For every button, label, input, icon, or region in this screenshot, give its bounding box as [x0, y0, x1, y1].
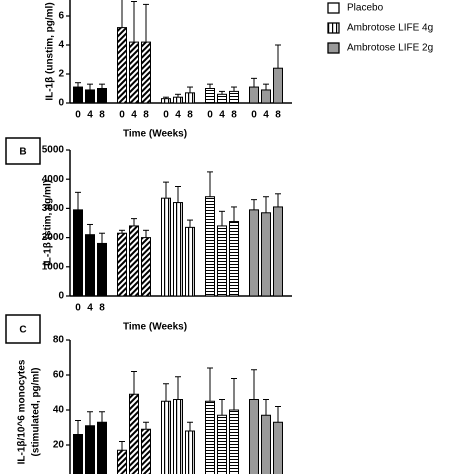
panel-label: C: [19, 325, 26, 336]
bar: [229, 221, 239, 297]
y-tick-label: 0: [58, 291, 64, 302]
bar: [161, 98, 171, 104]
bar: [249, 399, 259, 474]
bar: [185, 226, 195, 297]
y-tick-label: 80: [53, 335, 65, 346]
bar: [85, 234, 95, 297]
x-tick-label: 4: [263, 110, 269, 121]
x-axis-title: Time (Weeks): [123, 129, 187, 140]
bar: [161, 400, 171, 474]
legend-label: Placebo: [347, 3, 384, 14]
panel-label: B: [19, 147, 26, 158]
bar: [129, 41, 139, 104]
legend-swatch: [327, 42, 340, 54]
y-tick-label: 20: [53, 440, 65, 451]
bar: [185, 430, 195, 474]
y-axis-title: (stimulated, pg/ml): [31, 368, 42, 457]
x-tick-label: 0: [119, 110, 125, 121]
x-axis-title: Time (Weeks): [123, 322, 187, 333]
x-tick-label: 4: [87, 110, 93, 121]
y-tick-label: 6: [58, 11, 64, 22]
bar: [217, 225, 227, 297]
bar: [261, 89, 271, 104]
y-tick-label: 2000: [42, 232, 65, 243]
bar: [217, 414, 227, 474]
bar: [73, 434, 83, 474]
y-axis-title: IL-1β (stim, pg/ml): [43, 180, 54, 266]
x-tick-label: 8: [99, 303, 105, 314]
bar: [173, 202, 183, 297]
bar: [141, 237, 151, 297]
bar: [185, 92, 195, 104]
bar: [85, 425, 95, 474]
bar: [97, 242, 107, 297]
y-axis-title: IL-1β/10^6 monocytes: [17, 359, 28, 464]
x-tick-label: 4: [87, 303, 93, 314]
x-tick-label: 0: [251, 110, 257, 121]
x-tick-label: 8: [275, 110, 281, 121]
x-tick-label: 0: [207, 110, 213, 121]
bar: [173, 399, 183, 474]
x-tick-label: 4: [175, 110, 181, 121]
bar: [249, 86, 259, 104]
panel-label-box: [5, 314, 41, 344]
bar: [229, 90, 239, 104]
bar: [117, 232, 127, 297]
x-tick-label: 8: [143, 110, 149, 121]
x-tick-label: 0: [75, 110, 81, 121]
y-tick-label: 3000: [42, 203, 65, 214]
x-tick-label: 8: [99, 110, 105, 121]
bar: [97, 421, 107, 474]
y-tick-label: 4: [58, 40, 64, 51]
x-tick-label: 4: [131, 110, 137, 121]
legend-label: Ambrotose LIFE 2g: [347, 43, 433, 54]
y-tick-label: 1000: [42, 261, 65, 272]
bar: [261, 414, 271, 474]
legend-swatch: [327, 22, 340, 34]
bar: [117, 449, 127, 474]
x-tick-label: 0: [75, 303, 81, 314]
x-tick-label: 8: [231, 110, 237, 121]
bar: [73, 209, 83, 297]
bar: [97, 88, 107, 104]
bar: [129, 393, 139, 474]
x-tick-label: 4: [219, 110, 225, 121]
bar: [205, 400, 215, 474]
bar: [73, 86, 83, 104]
y-tick-label: 4000: [42, 174, 65, 185]
x-tick-label: 0: [163, 110, 169, 121]
bar: [273, 206, 283, 297]
bar: [273, 67, 283, 104]
bar: [85, 89, 95, 104]
bar: [173, 96, 183, 104]
bar: [273, 421, 283, 474]
y-tick-label: 40: [53, 405, 65, 416]
bar: [141, 428, 151, 474]
y-tick-label: 2: [58, 69, 64, 80]
bar: [229, 409, 239, 474]
legend-label: Ambrotose LIFE 4g: [347, 23, 433, 34]
y-tick-label: 5000: [42, 145, 65, 156]
panel-label-box: [5, 137, 41, 165]
bar: [161, 197, 171, 297]
bar: [249, 209, 259, 297]
y-tick-label: 0: [58, 98, 64, 109]
bar: [261, 212, 271, 297]
y-tick-label: 60: [53, 370, 65, 381]
x-tick-label: 8: [187, 110, 193, 121]
bar: [217, 93, 227, 104]
y-axis-title: IL-1β (unstim, pg/ml): [45, 2, 56, 100]
bar: [117, 27, 127, 104]
legend-swatch: [327, 2, 340, 14]
bar: [205, 88, 215, 104]
bar: [205, 196, 215, 297]
bar: [141, 41, 151, 104]
bar: [129, 225, 139, 297]
